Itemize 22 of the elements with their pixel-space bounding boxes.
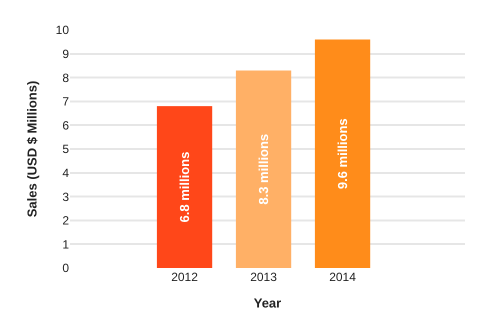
x-axis-title: Year	[254, 296, 282, 311]
data-label: 8.3 millions	[256, 134, 272, 205]
y-tick-label: 3	[62, 190, 70, 204]
x-tick-label: 2012	[171, 270, 198, 284]
y-tick-label: 7	[62, 94, 70, 109]
y-tick-label: 4	[62, 166, 70, 180]
y-tick-label: 1	[62, 237, 70, 252]
bar	[156, 106, 212, 268]
y-tick-label: 0	[62, 261, 70, 276]
y-tick-label: 8	[62, 70, 70, 85]
bar	[314, 40, 370, 268]
x-tick-label: 2014	[329, 270, 356, 284]
y-tick-label: 10	[56, 23, 70, 38]
y-tick-label: 2	[62, 214, 70, 228]
y-tick-label: 5	[62, 142, 70, 156]
y-tick-label: 9	[62, 47, 70, 61]
data-label: 6.8 millions	[177, 152, 192, 222]
x-tick-label: 2013	[250, 270, 278, 284]
y-tick-label: 6	[62, 118, 70, 132]
bar	[236, 70, 292, 268]
data-label: 9.6 millions	[335, 118, 350, 190]
y-axis-title: Sales (USD $ Millions)	[24, 80, 40, 218]
